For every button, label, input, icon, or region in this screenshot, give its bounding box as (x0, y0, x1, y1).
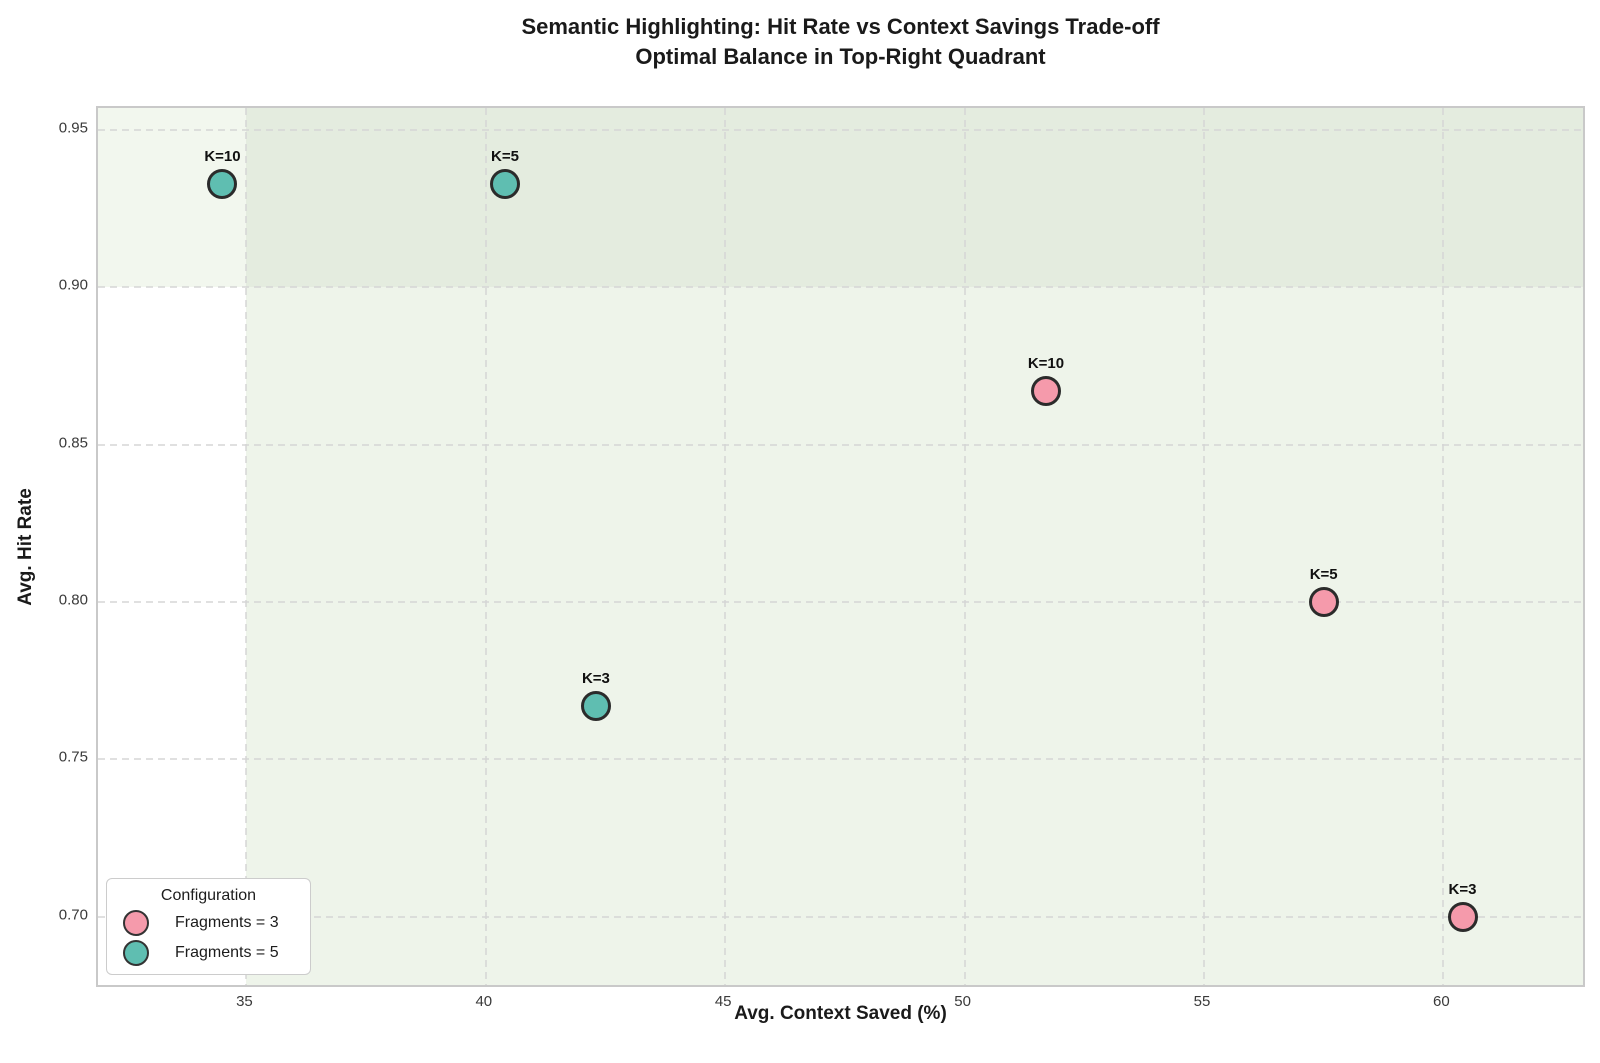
gridline-vertical (963, 108, 966, 985)
quadrant-bottom-right (246, 287, 1583, 985)
quadrant-top-right (246, 108, 1583, 288)
data-point-label: K=10 (204, 147, 241, 165)
data-point (1308, 586, 1339, 617)
gridline-horizontal (98, 129, 1583, 132)
x-tick-label: 45 (714, 993, 732, 1010)
legend-item-fragments-3: Fragments = 3 (117, 908, 300, 938)
y-tick-label: 0.95 (58, 119, 88, 137)
data-point-label: K=5 (1309, 565, 1338, 583)
gridline-vertical (484, 108, 487, 985)
x-axis-label: Avg. Context Saved (%) (734, 1003, 947, 1024)
y-tick-label: 0.75 (58, 748, 88, 766)
gridline-vertical (1202, 108, 1205, 985)
data-point (207, 168, 238, 199)
data-point-label: K=3 (581, 669, 610, 687)
x-tick-label: 60 (1433, 993, 1450, 1010)
y-tick-label: 0.90 (58, 276, 88, 294)
quadrant-bottom-left (98, 287, 247, 985)
data-point-label: K=3 (1448, 880, 1477, 898)
x-tick-label: 50 (954, 993, 971, 1010)
x-tick-label: 35 (236, 993, 253, 1010)
legend-item-label: Fragments = 3 (175, 914, 279, 931)
y-tick-label: 0.80 (58, 591, 88, 609)
chart-title: Semantic Highlighting: Hit Rate vs Conte… (96, 12, 1585, 72)
y-tick-label: 0.70 (58, 906, 88, 924)
data-point-label: K=10 (1027, 355, 1065, 373)
legend-item-fragments-5: Fragments = 5 (117, 938, 300, 968)
legend-title: Configuration (160, 887, 257, 904)
gridline-horizontal (98, 600, 1583, 603)
gridline-horizontal (98, 758, 1583, 761)
gridline-horizontal (98, 443, 1583, 446)
y-tick-label: 0.85 (58, 434, 88, 452)
legend-marker-circle-icon (123, 940, 149, 966)
gridline-vertical (1442, 108, 1445, 985)
legend-marker-circle-icon (123, 910, 149, 936)
data-point (580, 690, 611, 721)
data-point (489, 168, 520, 199)
x-tick-label: 55 (1193, 993, 1211, 1010)
data-point-label: K=5 (490, 147, 519, 165)
x-tick-label: 40 (475, 993, 493, 1010)
gridline-vertical (724, 108, 727, 985)
legend-item-label: Fragments = 5 (175, 944, 279, 961)
chart-title-line2: Optimal Balance in Top-Right Quadrant (635, 44, 1046, 69)
gridline-vertical (245, 108, 248, 985)
data-point (1447, 901, 1478, 932)
data-point (1030, 376, 1061, 407)
gridline-horizontal (98, 915, 1583, 918)
chart-title-line1: Semantic Highlighting: Hit Rate vs Conte… (521, 14, 1160, 39)
gridline-horizontal (98, 286, 1583, 289)
legend: Configuration Fragments = 3 Fragments = … (106, 878, 311, 975)
y-axis-label: Avg. Hit Rate (15, 488, 36, 606)
plot-area: K=10 K=5 K=3 K=10 K=5 K=3 (96, 106, 1585, 987)
